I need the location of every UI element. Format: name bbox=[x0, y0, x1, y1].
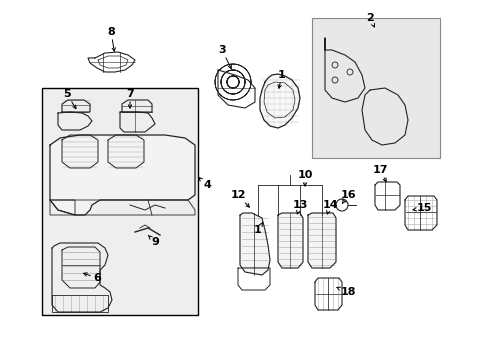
Bar bbox=[311, 18, 439, 158]
Text: 12: 12 bbox=[230, 190, 249, 207]
Text: 16: 16 bbox=[340, 190, 355, 203]
Text: 13: 13 bbox=[292, 200, 307, 214]
Text: 9: 9 bbox=[148, 235, 159, 247]
Text: 3: 3 bbox=[218, 45, 231, 68]
Text: 1: 1 bbox=[254, 222, 263, 235]
Polygon shape bbox=[50, 135, 195, 215]
Polygon shape bbox=[260, 74, 299, 128]
Polygon shape bbox=[278, 213, 303, 268]
Polygon shape bbox=[307, 213, 335, 268]
Text: 10: 10 bbox=[297, 170, 312, 186]
Text: 4: 4 bbox=[199, 177, 210, 190]
Text: 5: 5 bbox=[63, 89, 76, 109]
Polygon shape bbox=[52, 243, 112, 312]
Text: 18: 18 bbox=[336, 287, 355, 297]
Text: 14: 14 bbox=[322, 200, 337, 214]
Text: 7: 7 bbox=[126, 89, 134, 108]
Bar bbox=[42, 88, 198, 315]
Polygon shape bbox=[240, 213, 269, 275]
Text: 6: 6 bbox=[83, 273, 101, 283]
Text: 8: 8 bbox=[107, 27, 115, 51]
Text: 15: 15 bbox=[412, 203, 431, 213]
Text: 17: 17 bbox=[371, 165, 387, 181]
Text: 2: 2 bbox=[366, 13, 374, 27]
Text: 1: 1 bbox=[278, 70, 285, 88]
